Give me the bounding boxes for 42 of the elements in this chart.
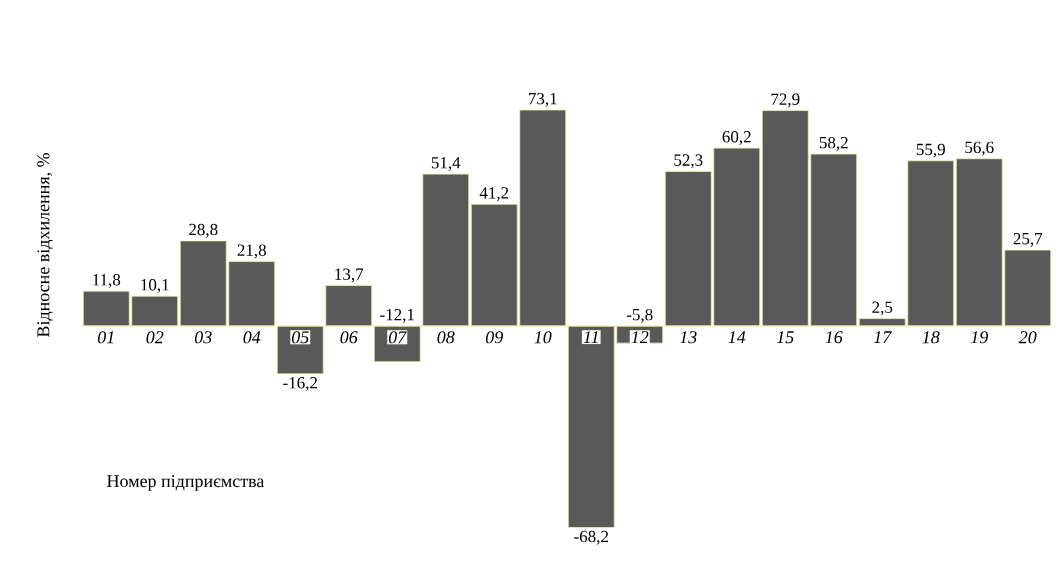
x-tick-label: 05 (291, 331, 309, 344)
x-tick-label: 11 (583, 331, 598, 344)
data-label: 55,9 (916, 143, 945, 158)
data-label: -16,2 (283, 377, 318, 391)
data-label: -68,2 (574, 530, 609, 545)
x-tick-label: 09 (485, 331, 503, 344)
x-tick-label: 04 (243, 331, 261, 344)
x-tick-label: 01 (97, 331, 114, 344)
x-tick-label: 13 (679, 331, 697, 344)
data-label: 25,7 (1013, 232, 1043, 247)
x-tick-label: 02 (146, 331, 164, 344)
data-label: 21,8 (237, 244, 266, 259)
x-tick-label: 14 (728, 331, 746, 344)
data-label: 13,7 (335, 268, 364, 283)
data-label: 60,2 (722, 130, 751, 145)
data-label: -5,8 (626, 308, 653, 323)
x-tick-label: 10 (534, 331, 552, 344)
x-tick-label: 17 (873, 331, 892, 344)
data-label: 41,2 (479, 187, 509, 202)
data-label: 2,5 (872, 301, 893, 316)
data-label: 10,1 (141, 279, 169, 293)
data-label: 28,8 (189, 223, 218, 238)
x-tick-label: 08 (437, 331, 455, 344)
data-label: 73,1 (528, 92, 557, 107)
x-tick-label: 16 (825, 331, 843, 344)
y-axis-title: Відносне відхилення, % (37, 153, 53, 338)
x-tick-label: 19 (970, 331, 988, 344)
x-tick-label: 12 (631, 331, 649, 344)
x-tick-label: 06 (340, 331, 358, 344)
x-tick-label: 20 (1018, 331, 1037, 344)
data-label: 58,2 (819, 136, 848, 151)
x-axis-title: Номер підприємства (107, 475, 265, 491)
data-label: 11,8 (93, 274, 121, 288)
x-tick-label: 03 (194, 331, 212, 344)
data-label: -12,1 (380, 308, 414, 323)
data-label: 56,6 (965, 141, 994, 156)
data-label: 52,3 (674, 154, 703, 169)
data-label: 51,4 (431, 157, 461, 171)
x-tick-label: 15 (776, 331, 794, 344)
data-label: 72,9 (771, 93, 800, 108)
x-tick-label: 18 (922, 331, 940, 344)
x-tick-label: 07 (388, 331, 407, 344)
